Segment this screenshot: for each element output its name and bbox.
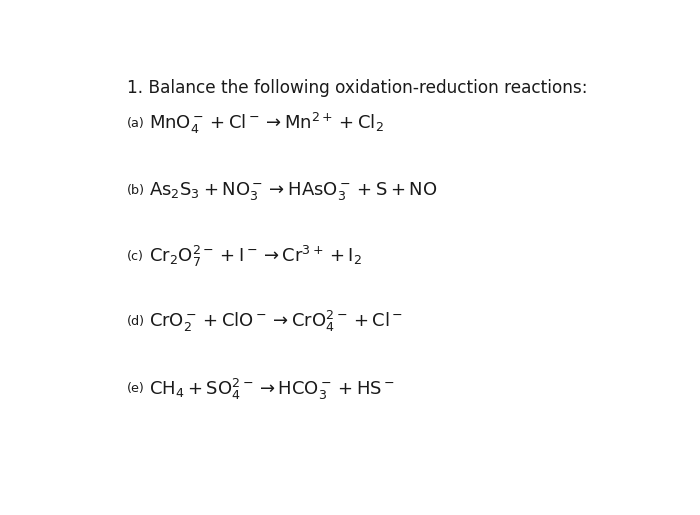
Text: $\mathregular{Cr_2O_7^{2-} + I^- \rightarrow Cr^{3+} + I_2}$: $\mathregular{Cr_2O_7^{2-} + I^- \righta… bbox=[149, 244, 362, 269]
Text: $\mathregular{CrO_2^- + ClO^- \rightarrow CrO_4^{2-} + Cl^-}$: $\mathregular{CrO_2^- + ClO^- \rightarro… bbox=[149, 309, 403, 334]
Text: 1. Balance the following oxidation-reduction reactions:: 1. Balance the following oxidation-reduc… bbox=[127, 79, 587, 97]
Text: $\mathregular{CH_4 + SO_4^{2-} \rightarrow HCO_3^- + HS^-}$: $\mathregular{CH_4 + SO_4^{2-} \rightarr… bbox=[149, 376, 395, 402]
Text: (a): (a) bbox=[127, 117, 145, 130]
Text: $\mathregular{MnO_4^- + Cl^- \rightarrow Mn^{2+} + Cl_2}$: $\mathregular{MnO_4^- + Cl^- \rightarrow… bbox=[149, 111, 384, 136]
Text: (b): (b) bbox=[127, 184, 145, 197]
Text: $\mathregular{As_2S_3 + NO_3^- \rightarrow HAsO_3^- + S + NO}$: $\mathregular{As_2S_3 + NO_3^- \rightarr… bbox=[149, 180, 437, 202]
Text: (c): (c) bbox=[127, 250, 144, 263]
Text: (d): (d) bbox=[127, 315, 145, 328]
Text: (e): (e) bbox=[127, 383, 145, 396]
